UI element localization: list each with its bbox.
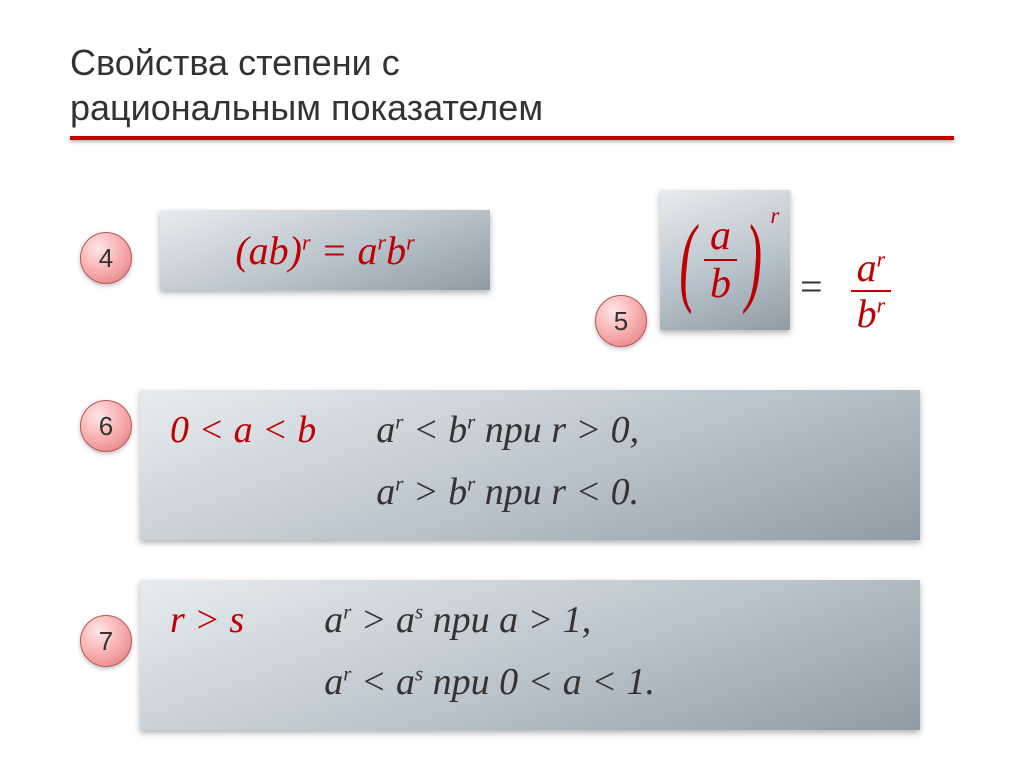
r7l1-bs: s <box>415 599 423 623</box>
rule6-line1: ar < br npu r > 0, <box>376 408 639 452</box>
rule6-line2: ar > br npu r < 0. <box>376 470 639 514</box>
r7l2-b: a <box>396 661 415 703</box>
title-underline <box>70 136 954 140</box>
rule7-panel: r > s ar > as npu a > 1, ar < as npu 0 <… <box>140 580 920 730</box>
rule4-eq: = <box>311 228 358 273</box>
rule5-rhs-a: a <box>857 245 877 290</box>
rule5-lhs-panel: (ab)r <box>660 190 790 330</box>
r6l1-bs: r <box>467 409 475 433</box>
rule4-b: b <box>386 228 406 273</box>
r6l1-b: b <box>448 409 467 451</box>
rule4-a: a <box>358 228 378 273</box>
rule5-frac-b: b <box>704 261 737 307</box>
r7l2-bs: s <box>415 661 423 685</box>
r7l1-gt: > <box>351 599 396 641</box>
rule5-eq: = <box>800 264 823 309</box>
rule6-cond: 0 < a < b <box>170 408 316 452</box>
r7l1-pri: npu a > 1, <box>423 599 591 641</box>
circle-5: 5 <box>595 295 647 347</box>
rule4-asup: r <box>378 229 387 254</box>
rule4-formula: (ab)r = arbr <box>235 227 414 274</box>
rule5-outer-sup: r <box>770 202 779 228</box>
r7l2-pri: npu 0 < a < 1. <box>423 661 655 703</box>
r6l1-a: a <box>376 409 395 451</box>
circle-4: 4 <box>80 232 132 284</box>
rule7-cond: r > s <box>170 598 244 642</box>
title-line1: Свойства степени с <box>70 42 400 83</box>
rule4-bsup: r <box>406 229 415 254</box>
r7l1-b: a <box>396 599 415 641</box>
rule4-panel: (ab)r = arbr <box>160 210 490 290</box>
r6l2-pri: npu r < 0. <box>475 471 639 513</box>
rule6-panel: 0 < a < b ar < br npu r > 0, ar > br npu… <box>140 390 920 540</box>
r7l1-a: a <box>324 599 343 641</box>
rule5-rhs-b: b <box>857 291 877 336</box>
rule5-eq-rhs: = ar br <box>800 246 891 336</box>
circle-7: 7 <box>80 615 132 667</box>
r7l2-lt: < <box>351 661 396 703</box>
rule7-line2: ar < as npu 0 < a < 1. <box>324 660 655 704</box>
r6l1-lt: < <box>403 409 448 451</box>
circle-6: 6 <box>80 400 132 452</box>
r6l2-bs: r <box>467 471 475 495</box>
title-line2: рациональным показателем <box>70 87 543 128</box>
r6l1-pri: npu r > 0, <box>475 409 639 451</box>
r6l2-a: a <box>376 471 395 513</box>
rule4-close: ) <box>289 228 302 273</box>
rule5-rhs-bsup: r <box>877 292 886 317</box>
rule4-open: ( <box>235 228 248 273</box>
rule7-line1: ar > as npu a > 1, <box>324 598 655 642</box>
r7l2-a: a <box>324 661 343 703</box>
rule4-ab: ab <box>249 228 289 273</box>
r6l2-b: b <box>448 471 467 513</box>
r6l2-gt: > <box>403 471 448 513</box>
rule5-rhs-asup: r <box>877 247 886 272</box>
rule5-frac-a: a <box>704 213 737 259</box>
rule5-lhs: (ab)r <box>671 213 780 307</box>
rule4-lsup: r <box>302 229 311 254</box>
